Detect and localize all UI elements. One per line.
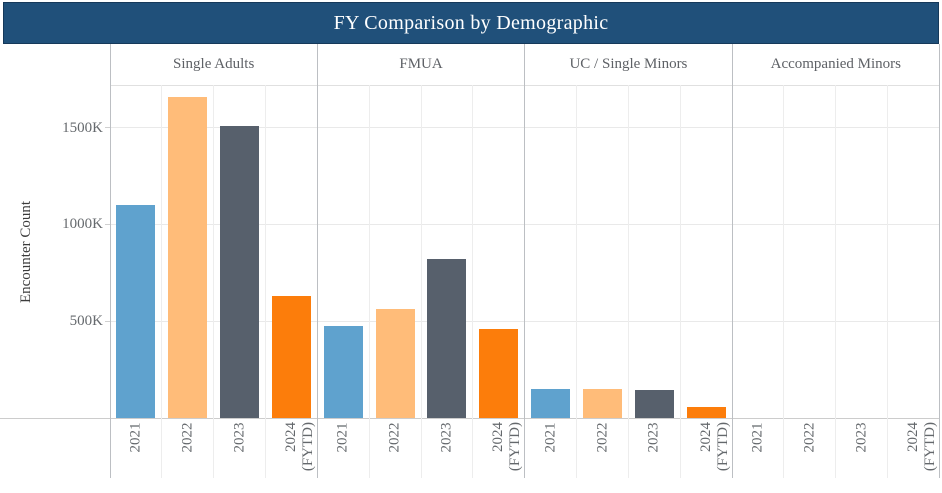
y-tick-label: 1000K: [62, 216, 103, 233]
bar-single-adults-2022[interactable]: [168, 96, 208, 418]
x-label-single-adults-2024-fytd: 2024 (FYTD): [282, 422, 316, 472]
bar-fmua-2022[interactable]: [375, 308, 415, 418]
cell-gridline: [213, 85, 215, 478]
cell-gridline: [265, 85, 267, 478]
panel-header-fmua: FMUA: [399, 56, 443, 72]
y-axis-title: Encounter Count: [18, 200, 34, 304]
bar-fmua-2024-fytd[interactable]: [479, 328, 519, 418]
y-tick-mark: [105, 320, 110, 322]
cell-gridline: [420, 85, 422, 478]
cell-gridline: [472, 85, 474, 478]
x-label-single-adults-2021: 2021: [127, 422, 144, 452]
panel-border: [939, 44, 940, 478]
x-label-single-adults-2023: 2023: [231, 422, 248, 452]
y-tick-mark: [105, 223, 110, 225]
cell-gridline: [835, 85, 837, 478]
panel-border: [316, 44, 318, 478]
panel-border: [524, 44, 526, 478]
panel-header-accompanied-minors: Accompanied Minors: [770, 56, 901, 72]
bar-uc-single-minors-2023[interactable]: [634, 390, 674, 418]
cell-gridline: [576, 85, 578, 478]
x-label-uc-single-minors-2024-fytd: 2024 (FYTD): [697, 422, 731, 472]
x-axis-baseline: [0, 417, 940, 419]
x-label-fmua-2024-fytd: 2024 (FYTD): [490, 422, 524, 472]
x-label-fmua-2022: 2022: [386, 422, 403, 452]
bar-uc-single-minors-2024-fytd[interactable]: [686, 406, 726, 418]
x-label-fmua-2023: 2023: [438, 422, 455, 452]
y-tick-label: 500K: [69, 313, 103, 330]
x-label-single-adults-2022: 2022: [179, 422, 196, 452]
panel-border: [731, 44, 733, 478]
bar-fmua-2023[interactable]: [427, 259, 467, 418]
cell-gridline: [368, 85, 370, 478]
cell-gridline: [161, 85, 163, 478]
bar-uc-single-minors-2022[interactable]: [583, 388, 623, 418]
cell-gridline: [783, 85, 785, 478]
y-tick-mark: [105, 127, 110, 129]
bar-single-adults-2023[interactable]: [220, 125, 260, 418]
x-label-accompanied-minors-2023: 2023: [853, 422, 870, 452]
x-label-accompanied-minors-2024-fytd: 2024 (FYTD): [905, 422, 939, 472]
x-label-uc-single-minors-2023: 2023: [645, 422, 662, 452]
bar-uc-single-minors-2021[interactable]: [531, 389, 571, 418]
x-label-fmua-2021: 2021: [334, 422, 351, 452]
cell-gridline: [887, 85, 889, 478]
x-label-uc-single-minors-2022: 2022: [594, 422, 611, 452]
title-banner: FY Comparison by Demographic: [3, 2, 939, 44]
y-tick-label: 1500K: [62, 119, 103, 136]
panel-header-single-adults: Single Adults: [173, 56, 255, 72]
panel-border: [109, 44, 111, 478]
bar-single-adults-2024-fytd[interactable]: [271, 296, 311, 418]
cell-gridline: [679, 85, 681, 478]
x-label-uc-single-minors-2021: 2021: [542, 422, 559, 452]
panel-header-uc-single-minors: UC / Single Minors: [569, 56, 688, 72]
x-label-accompanied-minors-2021: 2021: [749, 422, 766, 452]
cell-gridline: [627, 85, 629, 478]
chart-title: FY Comparison by Demographic: [333, 11, 609, 34]
bar-fmua-2021[interactable]: [323, 326, 363, 418]
x-label-accompanied-minors-2022: 2022: [801, 422, 818, 452]
bar-single-adults-2021[interactable]: [116, 205, 156, 418]
